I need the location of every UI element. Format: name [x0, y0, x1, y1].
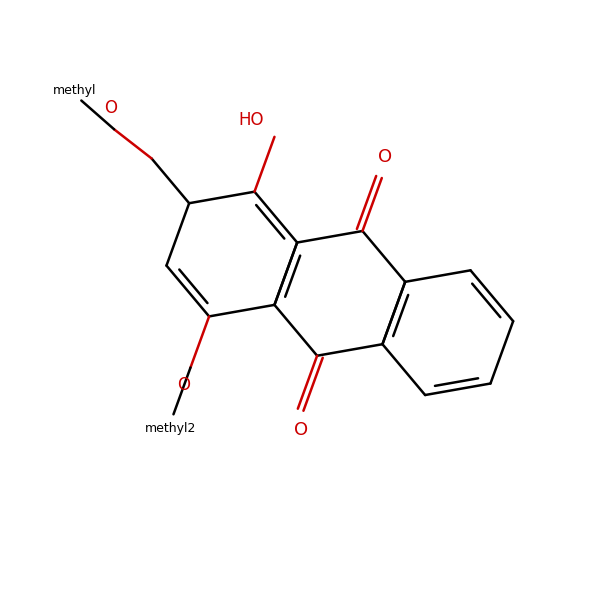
Text: O: O — [178, 376, 190, 394]
Text: methyl: methyl — [53, 84, 97, 97]
Text: HO: HO — [239, 111, 264, 129]
Text: O: O — [104, 100, 118, 118]
Text: O: O — [294, 421, 308, 439]
Text: methyl2: methyl2 — [145, 422, 196, 435]
Text: O: O — [378, 148, 392, 166]
